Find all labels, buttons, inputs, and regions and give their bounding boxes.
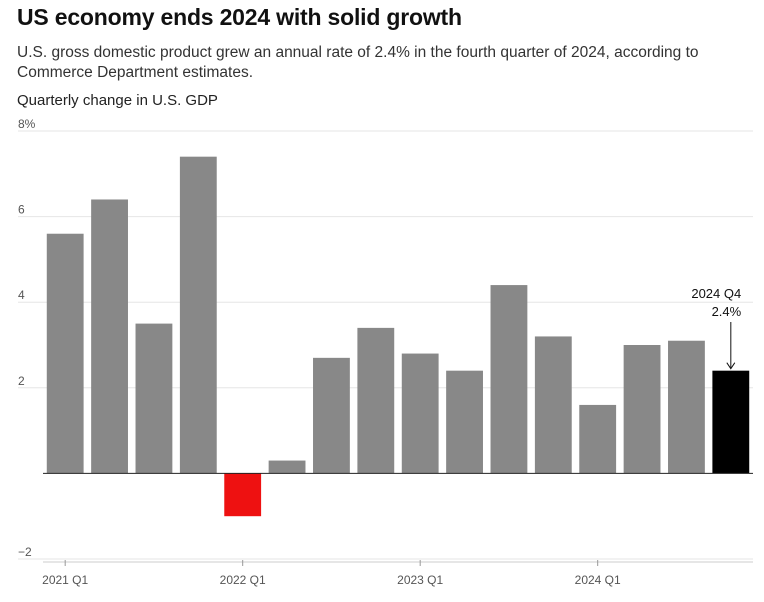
chart-title: US economy ends 2024 with solid growth <box>17 4 462 30</box>
annotation: 2024 Q4 2.4% <box>691 286 742 370</box>
y-tick-label: 8% <box>18 117 36 131</box>
annotation-arrow-head <box>726 362 736 370</box>
x-tick-label: 2022 Q1 <box>220 573 266 587</box>
bar-2023-q2 <box>446 370 483 474</box>
bar-2021-q4 <box>179 156 217 474</box>
bar-2021-q1 <box>46 233 84 474</box>
y-tick-label: −2 <box>18 545 32 559</box>
bar-2022-q1 <box>224 473 262 517</box>
bar-2024-q1 <box>579 404 617 474</box>
annotation-label-value: 2.4% <box>712 304 742 319</box>
bar-2024-q2 <box>623 345 661 474</box>
bar-2021-q3 <box>135 323 173 474</box>
y-tick-label: 6 <box>18 203 25 217</box>
bar-2024-q3 <box>668 340 705 474</box>
bar-2021-q2 <box>91 199 128 474</box>
bars <box>46 156 750 517</box>
annotation-label-quarter: 2024 Q4 <box>691 286 741 301</box>
chart-subtitle: U.S. gross domestic product grew an annu… <box>17 44 699 81</box>
y-tick-label: 4 <box>18 288 25 302</box>
chart-label: Quarterly change in U.S. GDP <box>17 92 218 109</box>
axes: 8% 6 4 2 −2 2021 Q1 2022 Q1 2023 Q1 2024 Q1 <box>18 117 753 587</box>
bar-2022-q2 <box>268 460 306 474</box>
y-tick-label: 2 <box>18 374 25 388</box>
bar-2023-q3 <box>490 285 528 474</box>
bar-2022-q3 <box>313 357 350 474</box>
x-tick-label: 2023 Q1 <box>397 573 443 587</box>
bar-2023-q1 <box>401 353 439 474</box>
x-tick-label: 2021 Q1 <box>42 573 88 587</box>
bar-2022-q4 <box>357 327 395 474</box>
bar-2024-q4 <box>712 370 750 474</box>
x-tick-label: 2024 Q1 <box>575 573 621 587</box>
bar-2023-q4 <box>534 336 572 474</box>
